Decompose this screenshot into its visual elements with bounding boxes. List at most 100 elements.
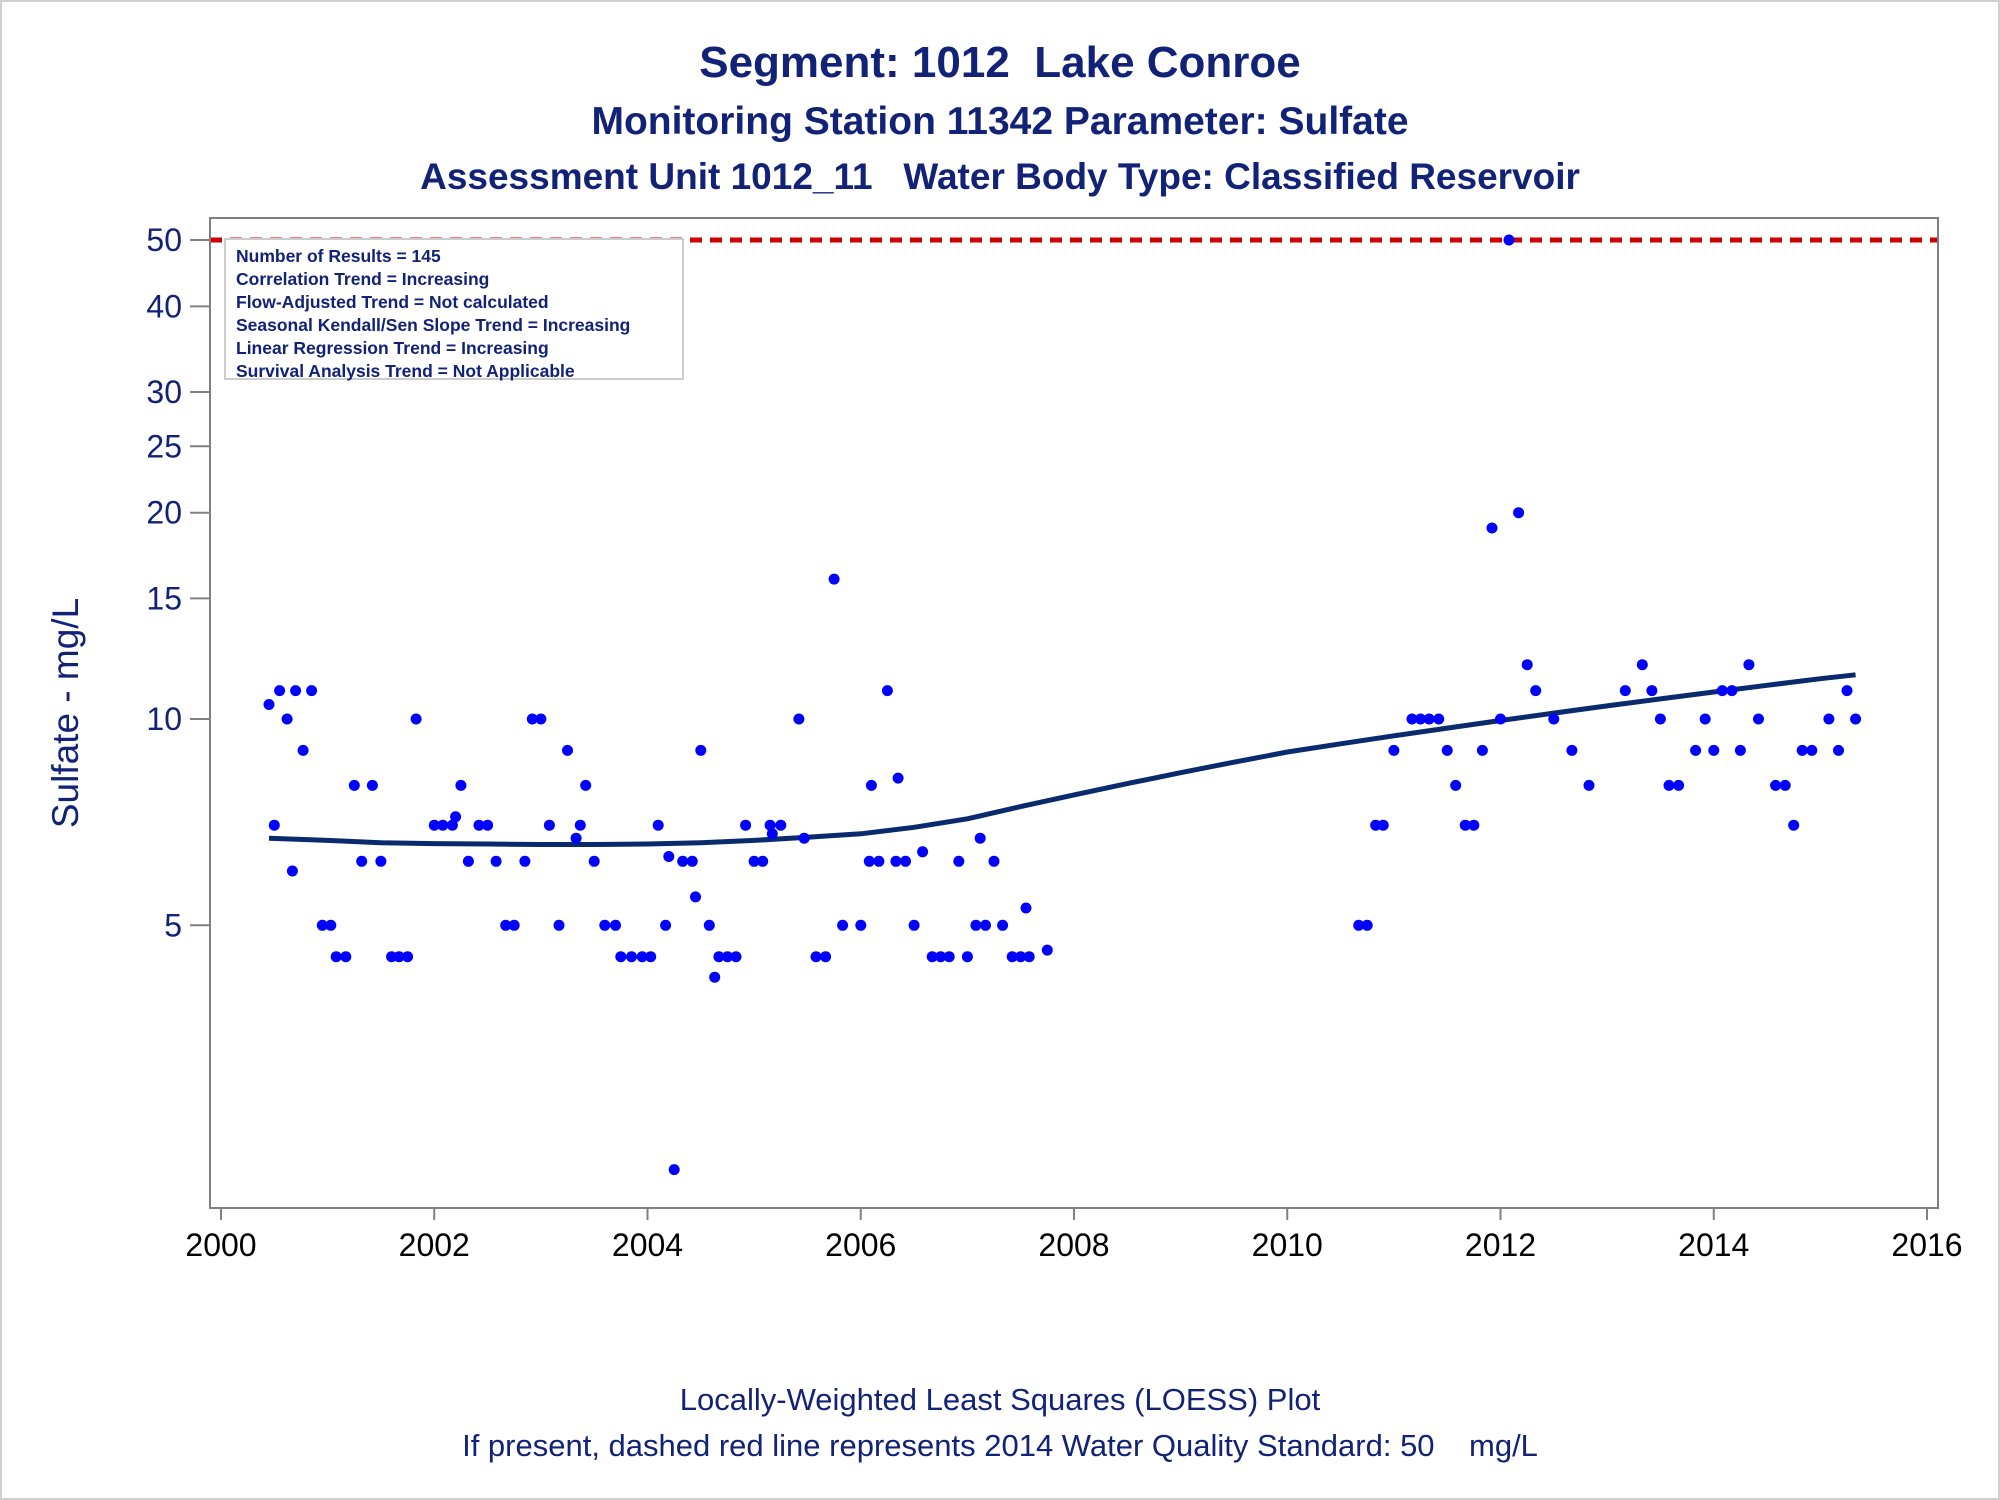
data-point	[519, 855, 531, 867]
data-point	[1753, 713, 1764, 725]
data-point	[268, 819, 280, 831]
data-point	[1041, 944, 1053, 956]
data-point	[562, 744, 573, 756]
data-point	[1415, 713, 1426, 725]
x-tick-label: 2008	[1038, 1227, 1109, 1263]
y-tick-label: 25	[146, 428, 182, 464]
stat-survival-analysis-trend: Survival Analysis Trend = Not Applicable	[236, 361, 575, 381]
x-tick-label: 2006	[825, 1227, 896, 1263]
data-point	[1646, 685, 1658, 697]
data-point	[881, 685, 893, 697]
data-point	[1770, 779, 1782, 791]
data-point	[713, 951, 725, 963]
data-point	[1521, 659, 1533, 671]
data-point	[543, 819, 555, 831]
data-point	[677, 855, 689, 867]
x-tick-label: 2002	[399, 1227, 470, 1263]
chart-subtitle-station: Monitoring Station 11342 Parameter: Sulf…	[591, 100, 1409, 143]
data-point	[926, 951, 938, 963]
trend-stats-box: Number of Results = 145 Correlation Tren…	[224, 238, 684, 381]
data-point	[1361, 919, 1373, 931]
data-point	[428, 819, 440, 831]
data-point	[490, 855, 502, 867]
data-point	[1806, 744, 1818, 756]
data-point	[348, 779, 360, 791]
data-point	[1663, 779, 1675, 791]
data-point	[1353, 919, 1365, 931]
data-point	[500, 919, 512, 931]
data-point	[686, 855, 698, 867]
data-point	[1654, 713, 1666, 725]
data-point	[935, 951, 947, 963]
data-point	[1023, 951, 1035, 963]
data-point	[855, 919, 867, 931]
data-point	[330, 951, 342, 963]
data-point	[437, 819, 449, 831]
data-point	[356, 855, 368, 867]
data-point	[375, 855, 387, 867]
data-point	[970, 919, 982, 931]
data-point	[1486, 522, 1498, 534]
stat-flow-adjusted-trend: Flow-Adjusted Trend = Not calculated	[236, 292, 549, 312]
data-point	[988, 855, 1000, 867]
data-point	[1699, 713, 1711, 725]
data-point	[281, 713, 293, 725]
data-point	[810, 951, 822, 963]
stat-number-of-results: Number of Results = 145	[236, 246, 441, 266]
loess-layer	[268, 672, 1856, 847]
y-axis-label: Sulfate - mg/L	[45, 598, 86, 828]
data-point	[652, 819, 664, 831]
x-tick-label: 2012	[1465, 1227, 1536, 1263]
data-point	[1503, 234, 1515, 246]
data-point	[1423, 713, 1435, 725]
data-point	[455, 779, 467, 791]
data-point	[316, 919, 328, 931]
y-tick-label: 30	[146, 374, 182, 410]
data-point	[1495, 713, 1506, 725]
data-point	[462, 855, 474, 867]
data-point	[766, 828, 778, 840]
data-point	[1690, 744, 1702, 756]
data-point	[1796, 744, 1808, 756]
data-point	[393, 951, 405, 963]
data-point	[1006, 951, 1018, 963]
data-point	[837, 919, 849, 931]
x-tick-label: 2016	[1891, 1227, 1962, 1263]
data-point	[297, 744, 309, 756]
data-point	[1513, 507, 1525, 519]
data-point	[709, 971, 721, 983]
y-tick-label: 50	[146, 222, 182, 258]
data-point	[1708, 744, 1720, 756]
data-point	[660, 919, 672, 931]
data-point	[588, 855, 600, 867]
data-point	[820, 951, 832, 963]
data-point	[873, 855, 885, 867]
data-point	[402, 951, 414, 963]
data-point	[892, 772, 904, 784]
data-point	[695, 744, 707, 756]
data-point	[1636, 659, 1648, 671]
data-point	[526, 713, 538, 725]
data-point	[730, 951, 742, 963]
data-point	[574, 819, 586, 831]
y-tick-label: 15	[146, 580, 182, 616]
data-point	[290, 685, 302, 697]
data-point	[1743, 659, 1755, 671]
data-point	[980, 919, 991, 931]
data-point	[1548, 713, 1560, 725]
stat-linear-regression-trend: Linear Regression Trend = Increasing	[236, 338, 549, 358]
data-point	[615, 951, 627, 963]
data-point	[1015, 951, 1027, 963]
data-point	[1433, 713, 1445, 725]
data-point	[1020, 902, 1032, 914]
data-point	[961, 951, 973, 963]
data-point	[410, 713, 422, 725]
data-point	[1406, 713, 1418, 725]
data-point	[610, 919, 621, 931]
data-point	[325, 919, 337, 931]
data-point	[580, 779, 592, 791]
data-point	[748, 855, 760, 867]
x-tick-label: 2004	[612, 1227, 683, 1263]
data-point	[740, 819, 752, 831]
